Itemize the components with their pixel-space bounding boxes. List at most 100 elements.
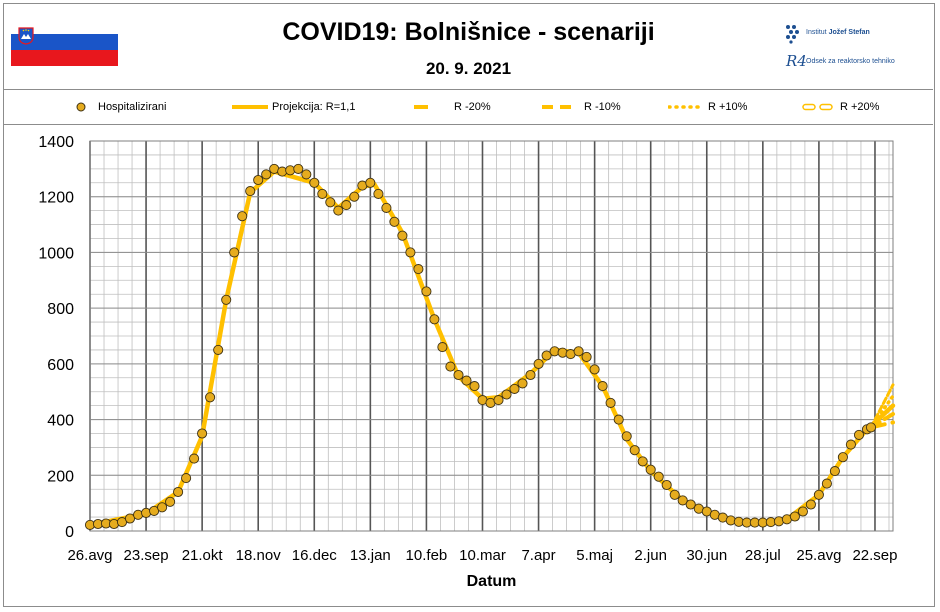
data-point (317, 188, 328, 199)
data-point (605, 397, 616, 408)
data-point (397, 230, 408, 241)
data-point (661, 479, 672, 491)
legend-item-r-minus-20: R -20% (414, 101, 514, 115)
r4-department: Odsek za reaktorsko tehniko (806, 58, 895, 65)
report-date: 20. 9. 2021 (425, 59, 512, 78)
data-point (261, 169, 272, 180)
data-point (293, 163, 304, 174)
data-point (517, 378, 528, 389)
data-point (157, 502, 168, 513)
ijs-name: Jožef Stefan (828, 29, 870, 36)
data-point (373, 188, 384, 199)
y-tick-label: 800 (47, 301, 74, 318)
ijs-logo: Institut Jožef Stefan (784, 24, 924, 48)
page-title: COVID19: Bolnišnice - scenariji (282, 18, 655, 46)
legend-label: R +10% (708, 101, 748, 113)
data-point (221, 294, 232, 305)
x-tick-label: 2.jun (634, 547, 667, 564)
coat-of-arms-icon (18, 27, 34, 45)
legend-swatch-dash (542, 105, 576, 109)
y-tick-label: 1000 (38, 245, 74, 262)
x-tick-label: 23.sep (124, 547, 169, 564)
x-tick-label: 10.mar (459, 547, 506, 564)
data-point (461, 375, 472, 386)
data-point (165, 496, 176, 507)
r4-mark: R4 (786, 52, 807, 70)
data-point (853, 429, 865, 440)
legend-item-projekcija: Projekcija: R=1,1 (232, 101, 382, 115)
data-point (245, 186, 256, 197)
x-axis-title: Datum (467, 573, 517, 590)
data-point (629, 445, 640, 456)
data-point (389, 216, 400, 227)
data-point (589, 364, 600, 375)
legend-label: R +20% (840, 101, 880, 113)
data-point (845, 439, 856, 450)
data-point (597, 381, 608, 392)
x-tick-label: 25.avg (796, 547, 841, 564)
legend-item-hospitalizirani: Hospitalizirani (76, 101, 196, 115)
data-point (365, 177, 376, 188)
y-tick-label: 0 (65, 524, 74, 541)
legend-label: Projekcija: R=1,1 (272, 101, 356, 113)
data-point (229, 247, 240, 258)
legend-swatch-dotted (668, 105, 704, 109)
data-point (421, 286, 432, 297)
data-point (621, 431, 632, 442)
data-point (501, 389, 512, 400)
data-point (653, 471, 664, 482)
data-point (677, 495, 688, 506)
x-tick-label: 26.avg (67, 547, 112, 564)
data-point (789, 511, 800, 522)
y-tick-label: 200 (47, 468, 74, 485)
data-point (805, 499, 816, 510)
legend-swatch-solid (232, 105, 268, 109)
data-point (541, 350, 552, 361)
x-tick-label: 28.jul (745, 547, 781, 564)
data-point (349, 191, 360, 202)
data-point (837, 452, 848, 463)
header: COVID19: Bolnišnice - scenariji 20. 9. 2… (4, 4, 933, 90)
y-tick-label: 1200 (38, 190, 74, 207)
data-point (429, 314, 440, 325)
x-tick-label: 18.nov (236, 547, 282, 564)
x-tick-label: 21.okt (182, 547, 224, 564)
data-point (797, 506, 808, 517)
x-tick-label: 30.jun (686, 547, 727, 564)
x-tick-label: 16.dec (292, 547, 338, 564)
data-point (581, 351, 592, 362)
data-point (333, 205, 344, 216)
x-tick-label: 10.feb (406, 547, 448, 564)
data-point (213, 344, 224, 355)
r4-logo: R4 Odsek za reaktorsko tehniko (784, 52, 924, 76)
data-point (285, 165, 296, 176)
plot-area-border (89, 140, 894, 532)
legend: Hospitalizirani Projekcija: R=1,1 R -20%… (4, 90, 933, 125)
data-point (637, 456, 648, 467)
legend-marker-dot (76, 102, 86, 112)
data-point (829, 466, 840, 477)
x-tick-label: 22.sep (852, 547, 897, 564)
legend-label: Hospitalizirani (98, 101, 167, 113)
data-point (205, 392, 216, 403)
legend-label: R -10% (584, 101, 621, 113)
figure-frame: COVID19: Bolnišnice - scenariji 20. 9. 2… (3, 3, 935, 607)
data-point (453, 369, 464, 381)
y-tick-label: 1400 (38, 134, 74, 151)
data-point (197, 428, 208, 439)
data-point (237, 211, 248, 222)
series-line (869, 383, 895, 429)
data-point (341, 200, 352, 211)
data-point (253, 174, 264, 186)
y-tick-label: 400 (47, 413, 74, 430)
data-point (413, 264, 424, 275)
data-point (325, 197, 336, 208)
data-point (301, 169, 312, 180)
data-point (509, 383, 520, 394)
data-point (493, 395, 504, 406)
data-point (669, 489, 680, 500)
data-point (445, 361, 456, 372)
data-point (525, 369, 536, 381)
y-tick-label: 600 (47, 357, 74, 374)
data-point (533, 358, 544, 369)
